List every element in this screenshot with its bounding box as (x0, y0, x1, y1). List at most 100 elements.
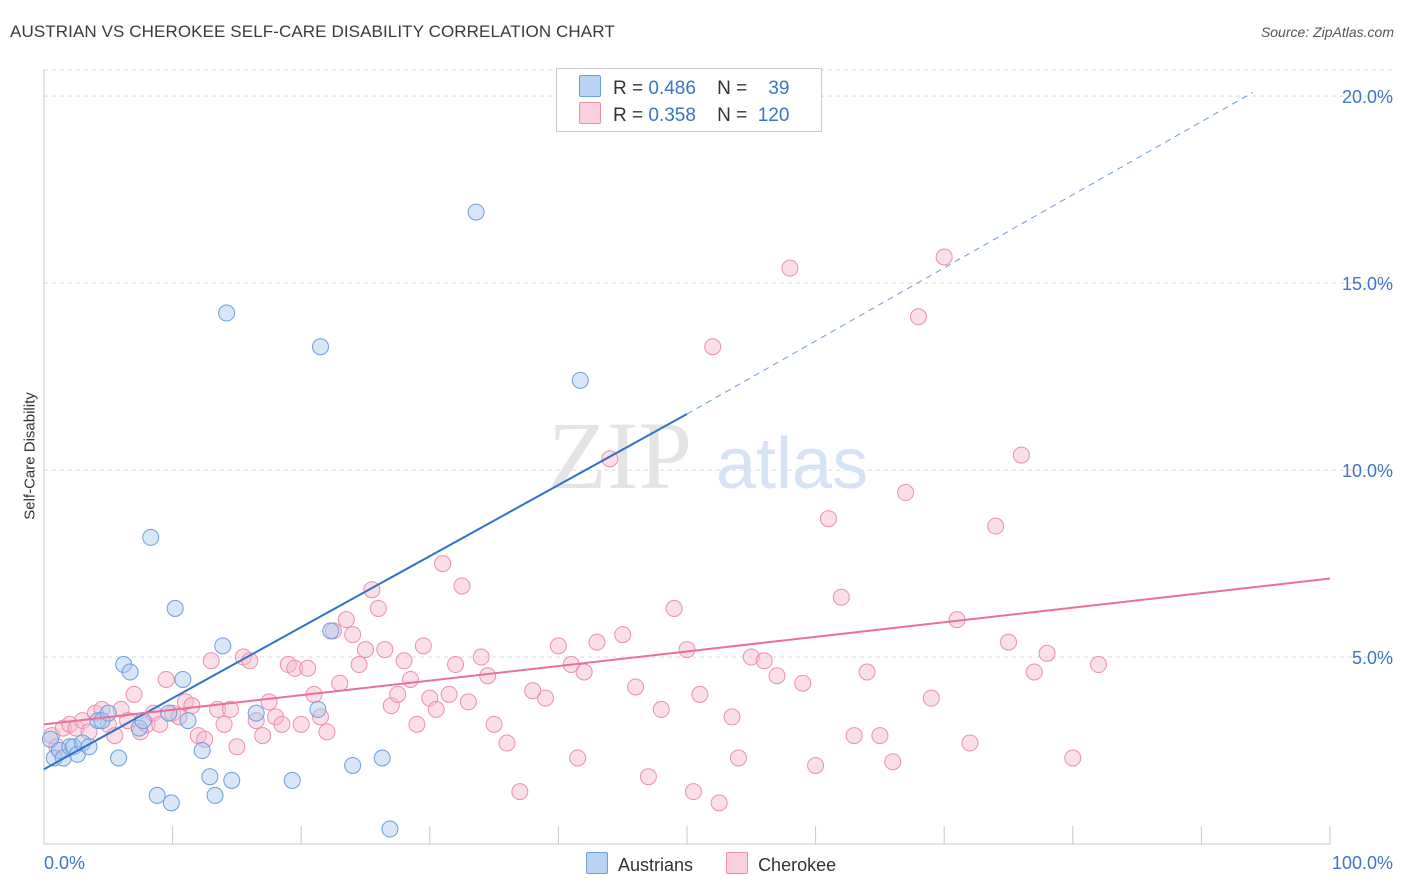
axis-layer (43, 70, 1331, 845)
cherokee-point (357, 641, 374, 659)
cherokee-point (254, 727, 272, 745)
source-credit: Source: ZipAtlas.com (1260, 24, 1394, 40)
y-tick-label: 15.0% (1342, 274, 1393, 294)
cherokee-point (794, 674, 812, 692)
austrians-point (162, 794, 180, 812)
cherokee-point (704, 338, 722, 356)
cherokee-point (337, 611, 355, 629)
cherokee-point (588, 633, 606, 651)
cherokee-point (684, 783, 702, 801)
y-tick-label: 20.0% (1342, 87, 1393, 107)
cherokee-point (414, 637, 432, 655)
austrians-point (179, 712, 197, 730)
cherokee-point (228, 738, 246, 756)
austrians-point (201, 768, 219, 786)
cherokee-point (389, 685, 407, 703)
legend-item-austrians: Austrians (586, 852, 693, 876)
cherokee-point (434, 555, 452, 573)
cherokee-point (196, 730, 214, 748)
cherokee-point (871, 727, 889, 745)
austrians-trend-extension (686, 92, 1254, 415)
cherokee-r-value: 0.358 (648, 105, 696, 126)
austrians-n-label: N = (717, 78, 748, 99)
watermark-zip: ZIP (548, 402, 692, 509)
cherokee-point (639, 768, 657, 786)
x-tick-label: 100.0% (1332, 853, 1393, 873)
cherokee-point (498, 734, 516, 752)
cherokee-trend-line (43, 577, 1331, 726)
cherokee-n-label: N = (717, 105, 748, 126)
austrians-points (41, 203, 589, 838)
cherokee-point (402, 670, 420, 688)
austrians-point (223, 771, 241, 789)
cherokee-point (331, 674, 349, 692)
cherokee-point (453, 577, 471, 595)
cherokee-point (729, 749, 747, 767)
cherokee-point (273, 715, 291, 733)
cherokee-point (549, 637, 567, 655)
cherokee-points (43, 248, 1108, 812)
cherokee-point (479, 667, 497, 685)
cherokee-point (151, 715, 169, 733)
watermark-atlas: atlas (716, 424, 868, 504)
austrians-point (121, 663, 139, 681)
cherokee-point (832, 588, 850, 606)
cherokee-point (395, 652, 413, 670)
austrians-point (373, 749, 391, 767)
cherokee-point (1038, 644, 1056, 662)
cherokee-point (987, 517, 1005, 535)
correlation-legend: R = 0.486 N = 39 R = 0.358 N = 120 (556, 68, 822, 132)
austrians-point (322, 622, 340, 640)
cherokee-point (260, 693, 278, 711)
cherokee-point (537, 689, 555, 707)
cherokee-point (344, 626, 362, 644)
cherokee-point (1090, 656, 1108, 674)
austrians-point (160, 704, 178, 722)
legend-cherokee-swatch (726, 852, 749, 874)
legend-austrians-swatch (586, 852, 608, 874)
cherokee-point (202, 652, 220, 670)
chart-title: AUSTRIAN VS CHEROKEE SELF-CARE DISABILIT… (10, 22, 615, 41)
cherokee-point (665, 599, 683, 617)
cherokee-point (459, 693, 477, 711)
austrians-point (309, 700, 327, 718)
austrians-point (214, 637, 232, 655)
austrians-point (174, 670, 192, 688)
cherokee-point (1000, 633, 1017, 651)
cherokee-point (569, 749, 587, 767)
trend-layer (43, 92, 1331, 771)
cherokee-point (858, 663, 876, 681)
cherokee-point (922, 689, 940, 707)
austrians-swatch (579, 75, 601, 97)
cherokee-point (768, 667, 786, 685)
cherokee-point (691, 685, 709, 703)
austrians-trend-line (43, 413, 688, 771)
legend-item-cherokee: Cherokee (726, 852, 836, 876)
cherokee-point (215, 715, 233, 733)
austrians-point (193, 742, 211, 760)
cherokee-point (292, 715, 310, 733)
austrians-point (571, 371, 589, 389)
austrians-point (206, 786, 224, 804)
cherokee-point (447, 656, 465, 674)
cherokee-point (299, 659, 317, 677)
cherokee-point (247, 712, 265, 730)
cherokee-point (318, 723, 336, 741)
cherokee-point (440, 685, 458, 703)
cherokee-point (614, 626, 632, 644)
cherokee-point (472, 648, 490, 666)
cherokee-point (524, 682, 542, 700)
austrians-point (99, 704, 117, 722)
legend-cherokee-label: Cherokee (758, 855, 837, 875)
austrians-point (148, 786, 166, 804)
cherokee-point (710, 794, 728, 812)
cherokee-point (845, 727, 863, 745)
tick-label-layer: 5.0% 10.0% 15.0% 20.0% 0.0% 100.0% (44, 87, 1393, 873)
austrians-point (247, 704, 265, 722)
austrians-n-value: 39 (768, 78, 790, 99)
austrians-point (381, 820, 399, 838)
y-tick-label: 10.0% (1342, 461, 1393, 481)
austrians-point (166, 599, 184, 617)
cherokee-point (369, 599, 387, 617)
austrians-point (218, 304, 236, 322)
